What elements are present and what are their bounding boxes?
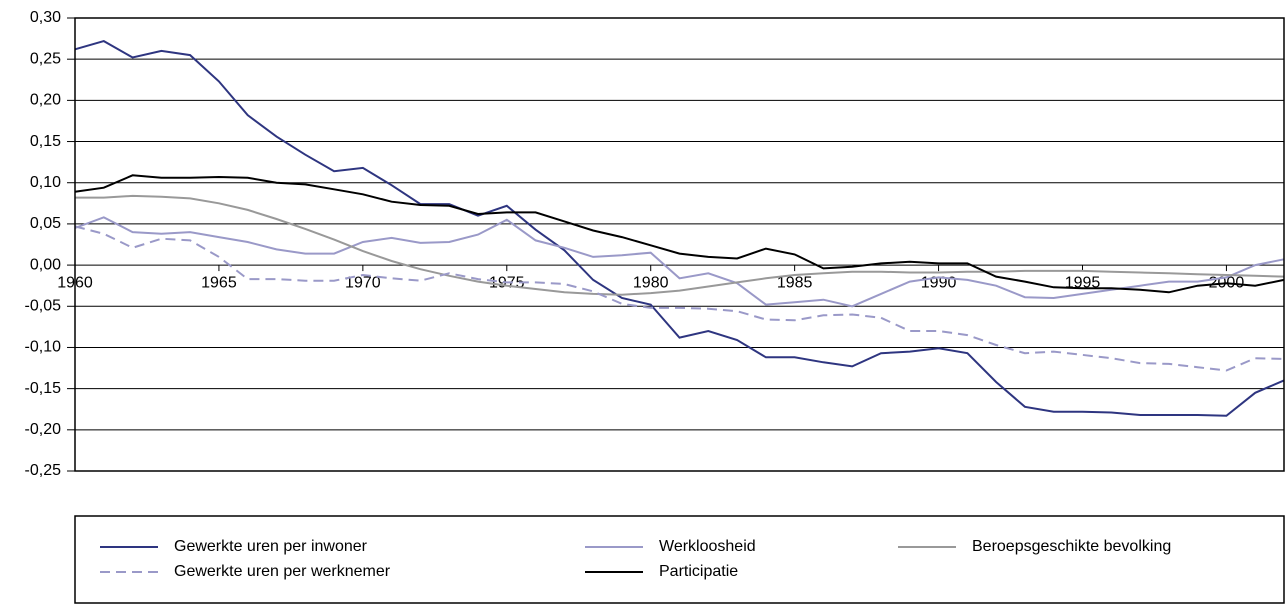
legend-label: Beroepsgeschikte bevolking xyxy=(972,538,1171,555)
y-tick-label: 0,20 xyxy=(30,92,61,109)
x-tick-label: 1980 xyxy=(633,274,669,291)
legend-label: Participatie xyxy=(659,563,738,580)
legend-label: Werkloosheid xyxy=(659,538,756,555)
y-tick-label: -0,15 xyxy=(25,380,62,397)
series-line xyxy=(74,40,1285,417)
y-tick-label: 0,30 xyxy=(30,9,61,26)
legend-label: Gewerkte uren per inwoner xyxy=(174,538,368,555)
x-tick-label: 1985 xyxy=(777,274,813,291)
legend-label: Gewerkte uren per werknemer xyxy=(174,563,391,580)
series-line xyxy=(74,225,1285,372)
y-tick-label: -0,25 xyxy=(25,462,62,479)
y-tick-label: 0,15 xyxy=(30,133,61,150)
y-tick-label: 0,25 xyxy=(30,50,61,67)
y-tick-label: -0,10 xyxy=(25,339,62,356)
x-tick-label: 1965 xyxy=(201,274,237,291)
y-tick-label: 0,10 xyxy=(30,174,61,191)
series-line xyxy=(74,174,1285,294)
y-tick-label: -0,20 xyxy=(25,421,62,438)
series-line xyxy=(75,194,1285,296)
plot-frame xyxy=(74,17,1285,472)
y-tick-label: 0,05 xyxy=(30,215,61,232)
legend-box xyxy=(74,515,1285,604)
x-tick-label: 1970 xyxy=(345,274,381,291)
series-line xyxy=(74,216,1285,308)
y-tick-label: -0,05 xyxy=(25,297,62,314)
y-tick-label: 0,00 xyxy=(30,256,61,273)
